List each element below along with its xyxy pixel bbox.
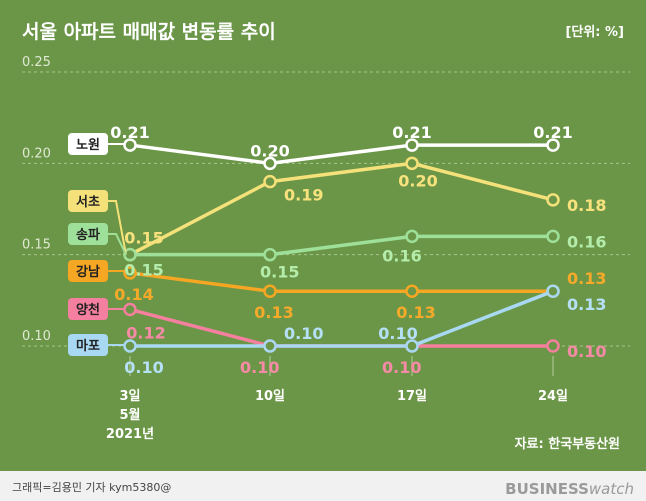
series-line (129, 143, 553, 166)
axis-labels: 0.25 0.20 0.15 0.10 3일 10일 17일 24일 5월 2021년 (22, 55, 568, 442)
series-tag-connector (108, 200, 127, 255)
credit-label: 그래픽=김용민 기자 kym5380@ (12, 481, 171, 494)
series-points (123, 138, 560, 353)
data-label: 0.10 (240, 358, 279, 377)
chart-title: 서울 아파트 매매값 변동률 추이 (22, 21, 276, 43)
series-tag (68, 334, 108, 356)
data-label: 0.13 (567, 295, 606, 314)
series-tag-connector (108, 233, 127, 256)
series-tag (68, 260, 108, 282)
series-tag (68, 133, 108, 155)
data-label: 0.15 (260, 263, 299, 282)
data-label: 0.21 (392, 123, 431, 142)
x-tick-label: 17일 (397, 389, 427, 404)
data-label: 0.19 (284, 186, 323, 205)
series-line (130, 234, 553, 257)
brand-bold: BUSINESS (505, 480, 589, 498)
data-label: 0.10 (378, 324, 417, 343)
x-tick-label: 24일 (538, 389, 568, 404)
series-tag (68, 298, 108, 320)
series-tag (68, 223, 108, 245)
data-point (263, 284, 277, 298)
x-tick-label: 10일 (255, 389, 285, 404)
unit-label: [단위: %] (565, 24, 624, 40)
data-label: 0.14 (114, 285, 153, 304)
data-point (123, 266, 137, 280)
data-label: 0.16 (382, 246, 421, 265)
series-tag-label: 서초 (76, 195, 100, 210)
data-labels: 0.21 0.20 0.21 0.21 0.15 0.19 0.20 0.18 0.15 0.15… (110, 123, 606, 377)
data-point (546, 193, 560, 207)
data-point (263, 339, 277, 353)
data-label: 0.13 (254, 303, 293, 322)
x-sublabel: 2021년 (106, 427, 154, 442)
series-tag-label: 강남 (76, 264, 100, 280)
series-tag-label: 마포 (76, 338, 100, 354)
data-label: 0.21 (533, 123, 572, 142)
x-sublabel: 5월 (119, 407, 140, 423)
data-label: 0.12 (126, 323, 165, 342)
data-point (546, 284, 560, 298)
series-line (129, 271, 553, 293)
data-point (263, 156, 277, 171)
data-point (123, 247, 137, 262)
series-lines (129, 143, 554, 348)
footer-band (0, 471, 646, 501)
data-point (405, 229, 419, 244)
data-point (405, 138, 419, 152)
y-tick-label: 0.20 (22, 146, 51, 161)
data-label: 0.16 (567, 232, 606, 251)
y-tick-label: 0.15 (22, 238, 51, 253)
data-label: 0.10 (284, 324, 323, 343)
grid (22, 71, 630, 376)
data-label: 0.18 (567, 196, 606, 215)
data-point (405, 339, 419, 353)
data-label: 0.21 (110, 123, 149, 142)
data-label: 0.20 (250, 141, 289, 160)
series-tag-label: 양천 (76, 303, 100, 318)
data-point (123, 138, 137, 152)
series-line (130, 289, 554, 348)
data-point (123, 302, 137, 317)
x-tick-label: 3일 (119, 389, 140, 404)
brand-light: watch (589, 480, 634, 498)
data-point (405, 284, 419, 298)
brand-logo: BUSINESSwatch (505, 480, 634, 498)
data-label: 0.10 (567, 342, 606, 361)
series-line (129, 161, 554, 257)
data-point (263, 247, 277, 262)
series-tag (68, 190, 108, 212)
data-label: 0.15 (124, 261, 163, 280)
series-tag-label: 노원 (76, 138, 100, 153)
data-point (546, 138, 560, 152)
data-point (405, 156, 419, 171)
data-label: 0.10 (124, 358, 163, 377)
y-tick-label: 0.10 (22, 329, 51, 344)
data-point (123, 339, 137, 353)
data-label: 0.10 (382, 358, 421, 377)
data-point (263, 174, 277, 189)
data-label: 0.15 (124, 229, 163, 248)
data-label: 0.13 (567, 269, 606, 288)
y-tick-label: 0.25 (22, 55, 51, 70)
data-point (546, 339, 560, 353)
source-label: 자료: 한국부동산원 (515, 436, 620, 452)
data-point (546, 229, 560, 244)
data-label: 0.20 (398, 171, 437, 190)
series-tag-label: 송파 (76, 228, 100, 243)
data-label: 0.13 (396, 303, 435, 322)
